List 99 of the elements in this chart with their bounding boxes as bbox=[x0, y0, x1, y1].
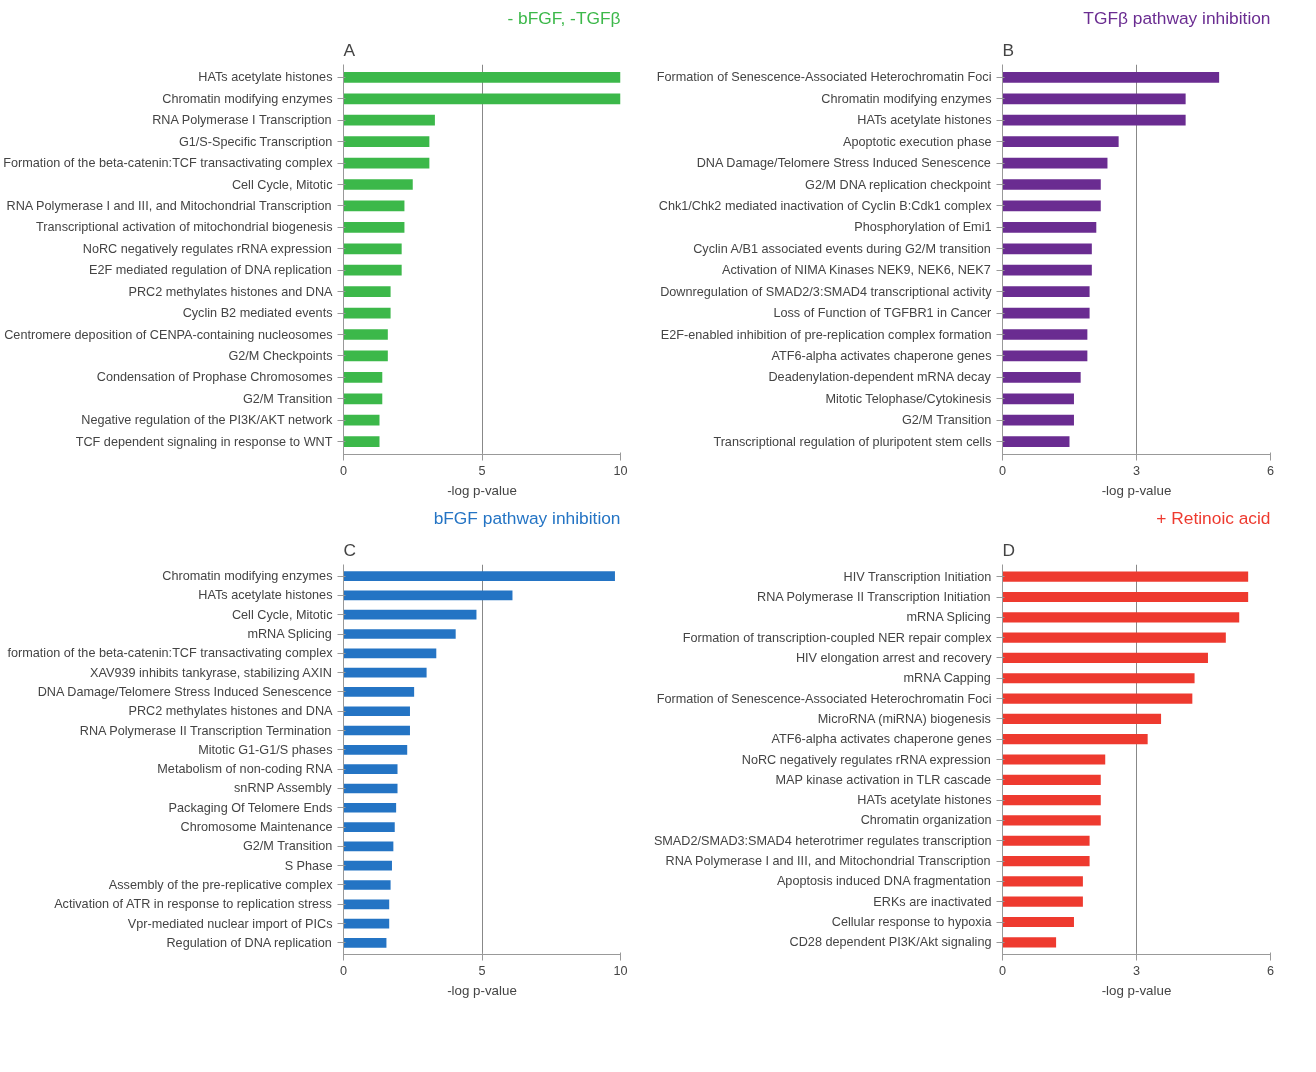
y-tick-label: Loss of Function of TGFBR1 in Cancer bbox=[773, 306, 992, 321]
y-tick-label: Chromatin modifying enzymes bbox=[162, 569, 333, 584]
y-tick-label: Phosphorylation of Emi1 bbox=[854, 220, 992, 235]
chart-title: + Retinoic acid bbox=[1156, 507, 1271, 528]
y-tick-label: Activation of NIMA Kinases NEK9, NEK6, NEK7 bbox=[722, 263, 991, 278]
y-tick-label: G2/M Transition bbox=[242, 839, 333, 854]
text: C bbox=[343, 539, 357, 560]
y-tick-label: RNA Polymerase II Transcription Initiation bbox=[757, 590, 991, 604]
y-tick-label: snRNP Assembly bbox=[234, 781, 333, 796]
y-tick-label: Transcriptional activation of mitochondrial biogenesis bbox=[36, 220, 333, 235]
y-tick-label: mRNA Splicing bbox=[247, 627, 332, 641]
y-tick-label: G2/M Transition bbox=[242, 391, 333, 406]
chart-title: - bFGF, -TGFβ bbox=[507, 7, 621, 28]
x-tick-label: 10 bbox=[613, 463, 628, 478]
x-tick-label: 10 bbox=[613, 963, 628, 978]
y-tick-label: Chromatin organization bbox=[860, 813, 992, 828]
y-tick-label: Regulation of DNA replication bbox=[166, 935, 332, 950]
y-tick-label: Deadenylation-dependent mRNA decay bbox=[768, 370, 992, 385]
y-tick-label: Mitotic G1-G1/S phases bbox=[198, 742, 333, 757]
y-tick-label: Formation of transcription-coupled NER repair complex bbox=[682, 630, 993, 645]
y-tick-label: DNA Damage/Telomere Stress Induced Senescence bbox=[696, 156, 991, 171]
y-tick-label: HATs acetylate histones bbox=[198, 70, 333, 85]
y-tick-label: MicroRNA (miRNA) biogenesis bbox=[817, 711, 991, 726]
x-axis-title: -log p-value bbox=[1101, 482, 1172, 498]
y-tick-label: Cell Cycle, Mitotic bbox=[231, 607, 333, 622]
y-tick-label: Cyclin A/B1 associated events during G2/M transition bbox=[693, 241, 991, 256]
y-tick-label: CD28 dependent PI3K/Akt signaling bbox=[789, 935, 992, 950]
y-tick-label: Packaging Of Telomere Ends bbox=[168, 800, 333, 815]
x-tick-label: 0 bbox=[998, 963, 1007, 978]
y-tick-label: E2F mediated regulation of DNA replication bbox=[89, 263, 332, 278]
x-tick-label: 5 bbox=[478, 963, 486, 978]
y-tick-label: HATs acetylate histones bbox=[857, 113, 992, 128]
y-tick-label: DNA Damage/Telomere Stress Induced Senescence bbox=[37, 684, 332, 699]
y-tick-label: SMAD2/SMAD3:SMAD4 heterotrimer regulates transcription bbox=[653, 833, 992, 848]
y-tick-label: NoRC negatively regulates rRNA expression bbox=[741, 752, 991, 767]
y-tick-label: mRNA Capping bbox=[903, 671, 991, 686]
chart-title: TGFβ pathway inhibition bbox=[1083, 7, 1271, 28]
y-tick-label: Formation of Senescence-Associated Heterochromatin Foci bbox=[656, 70, 992, 85]
y-tick-label: NoRC negatively regulates rRNA expression bbox=[82, 241, 332, 256]
y-tick-label: Formation of the beta-catenin:TCF transactivating complex bbox=[3, 156, 334, 171]
x-tick-label: 3 bbox=[1132, 463, 1141, 478]
y-tick-label: Downregulation of SMAD2/3:SMAD4 transcriptional activity bbox=[660, 284, 993, 299]
y-tick-label: XAV939 inhibits tankyrase, stabilizing AXIN bbox=[90, 665, 332, 680]
y-tick-label: Centromere deposition of CENPA-containing nucleosomes bbox=[4, 327, 333, 342]
y-tick-label: Chk1/Chk2 mediated inactivation of Cyclin B:Cdk1 complex bbox=[658, 198, 993, 213]
text: B bbox=[1002, 39, 1015, 60]
y-tick-label: ERKs are inactivated bbox=[873, 894, 992, 909]
y-tick-label: G2/M Transition bbox=[901, 413, 992, 428]
y-tick-label: TCF dependent signaling in response to WNT bbox=[75, 434, 333, 449]
y-tick-label: RNA Polymerase II Transcription Termination bbox=[79, 723, 332, 738]
y-tick-label: mRNA Splicing bbox=[906, 610, 991, 625]
x-tick-label: 6 bbox=[1266, 963, 1275, 978]
y-tick-label: ATF6-alpha activates chaperone genes bbox=[771, 732, 992, 747]
y-tick-label: Condensation of Prophase Chromosomes bbox=[96, 370, 333, 385]
y-tick-label: Cell Cycle, Mitotic bbox=[231, 177, 333, 192]
y-tick-label: PRC2 methylates histones and DNA bbox=[128, 704, 334, 719]
y-tick-label: G1/S-Specific Transcription bbox=[178, 134, 333, 149]
y-tick-label: HATs acetylate histones bbox=[198, 588, 333, 603]
x-axis-title: -log p-value bbox=[447, 982, 517, 998]
x-axis-title: -log p-value bbox=[1101, 982, 1172, 998]
y-tick-label: Chromatin modifying enzymes bbox=[162, 91, 333, 106]
y-tick-label: Apoptotic execution phase bbox=[843, 134, 992, 149]
y-tick-label: RNA Polymerase I and III, and Mitochondrial Transcription bbox=[665, 854, 991, 869]
y-tick-label: Activation of ATR in response to replication stress bbox=[54, 897, 332, 912]
x-tick-label: 5 bbox=[478, 463, 486, 478]
y-tick-label: Formation of Senescence-Associated Heterochromatin Foci bbox=[656, 691, 992, 706]
x-tick-label: 6 bbox=[1266, 463, 1275, 478]
y-tick-label: Metabolism of non-coding RNA bbox=[157, 762, 334, 777]
y-tick-label: Mitotic Telophase/Cytokinesis bbox=[825, 391, 992, 406]
y-tick-label: Chromatin modifying enzymes bbox=[821, 91, 992, 106]
chart-title: bFGF pathway inhibition bbox=[433, 507, 621, 528]
x-tick-label: 0 bbox=[339, 463, 348, 478]
y-tick-label: PRC2 methylates histones and DNA bbox=[128, 284, 334, 299]
y-tick-label: G2/M Checkpoints bbox=[228, 348, 333, 363]
y-tick-label: HATs acetylate histones bbox=[857, 793, 992, 808]
y-tick-label: S Phase bbox=[284, 858, 333, 873]
y-tick-label: Transcriptional regulation of pluripotent stem cells bbox=[713, 434, 992, 449]
text: A bbox=[343, 39, 356, 60]
y-tick-label: ATF6-alpha activates chaperone genes bbox=[771, 348, 992, 363]
y-tick-label: Assembly of the pre-replicative complex bbox=[108, 878, 334, 892]
y-tick-label: formation of the beta-catenin:TCF transactivating complex bbox=[7, 646, 334, 661]
y-tick-label: HIV Transcription Initiation bbox=[843, 569, 992, 584]
y-tick-label: Cyclin B2 mediated events bbox=[182, 306, 333, 321]
y-tick-label: Chromosome Maintenance bbox=[180, 820, 333, 835]
x-tick-label: 3 bbox=[1132, 963, 1141, 978]
y-tick-label: Negative regulation of the PI3K/AKT network bbox=[81, 413, 333, 428]
y-tick-label: RNA Polymerase I Transcription bbox=[152, 113, 332, 128]
x-tick-label: 0 bbox=[339, 963, 348, 978]
y-tick-label: HIV elongation arrest and recovery bbox=[795, 650, 993, 665]
text: D bbox=[1002, 539, 1016, 560]
x-axis-title: -log p-value bbox=[447, 482, 517, 498]
y-tick-label: G2/M DNA replication checkpoint bbox=[805, 177, 992, 192]
x-tick-label: 0 bbox=[998, 463, 1007, 478]
y-tick-label: Apoptosis induced DNA fragmentation bbox=[776, 874, 991, 889]
y-tick-label: Cellular response to hypoxia bbox=[831, 915, 993, 929]
y-tick-label: RNA Polymerase I and III, and Mitochondrial Transcription bbox=[6, 198, 332, 213]
y-tick-label: MAP kinase activation in TLR cascade bbox=[775, 772, 992, 787]
y-tick-label: Vpr-mediated nuclear import of PICs bbox=[127, 916, 333, 931]
y-tick-label: E2F-enabled inhibition of pre-replication complex formation bbox=[660, 327, 992, 342]
